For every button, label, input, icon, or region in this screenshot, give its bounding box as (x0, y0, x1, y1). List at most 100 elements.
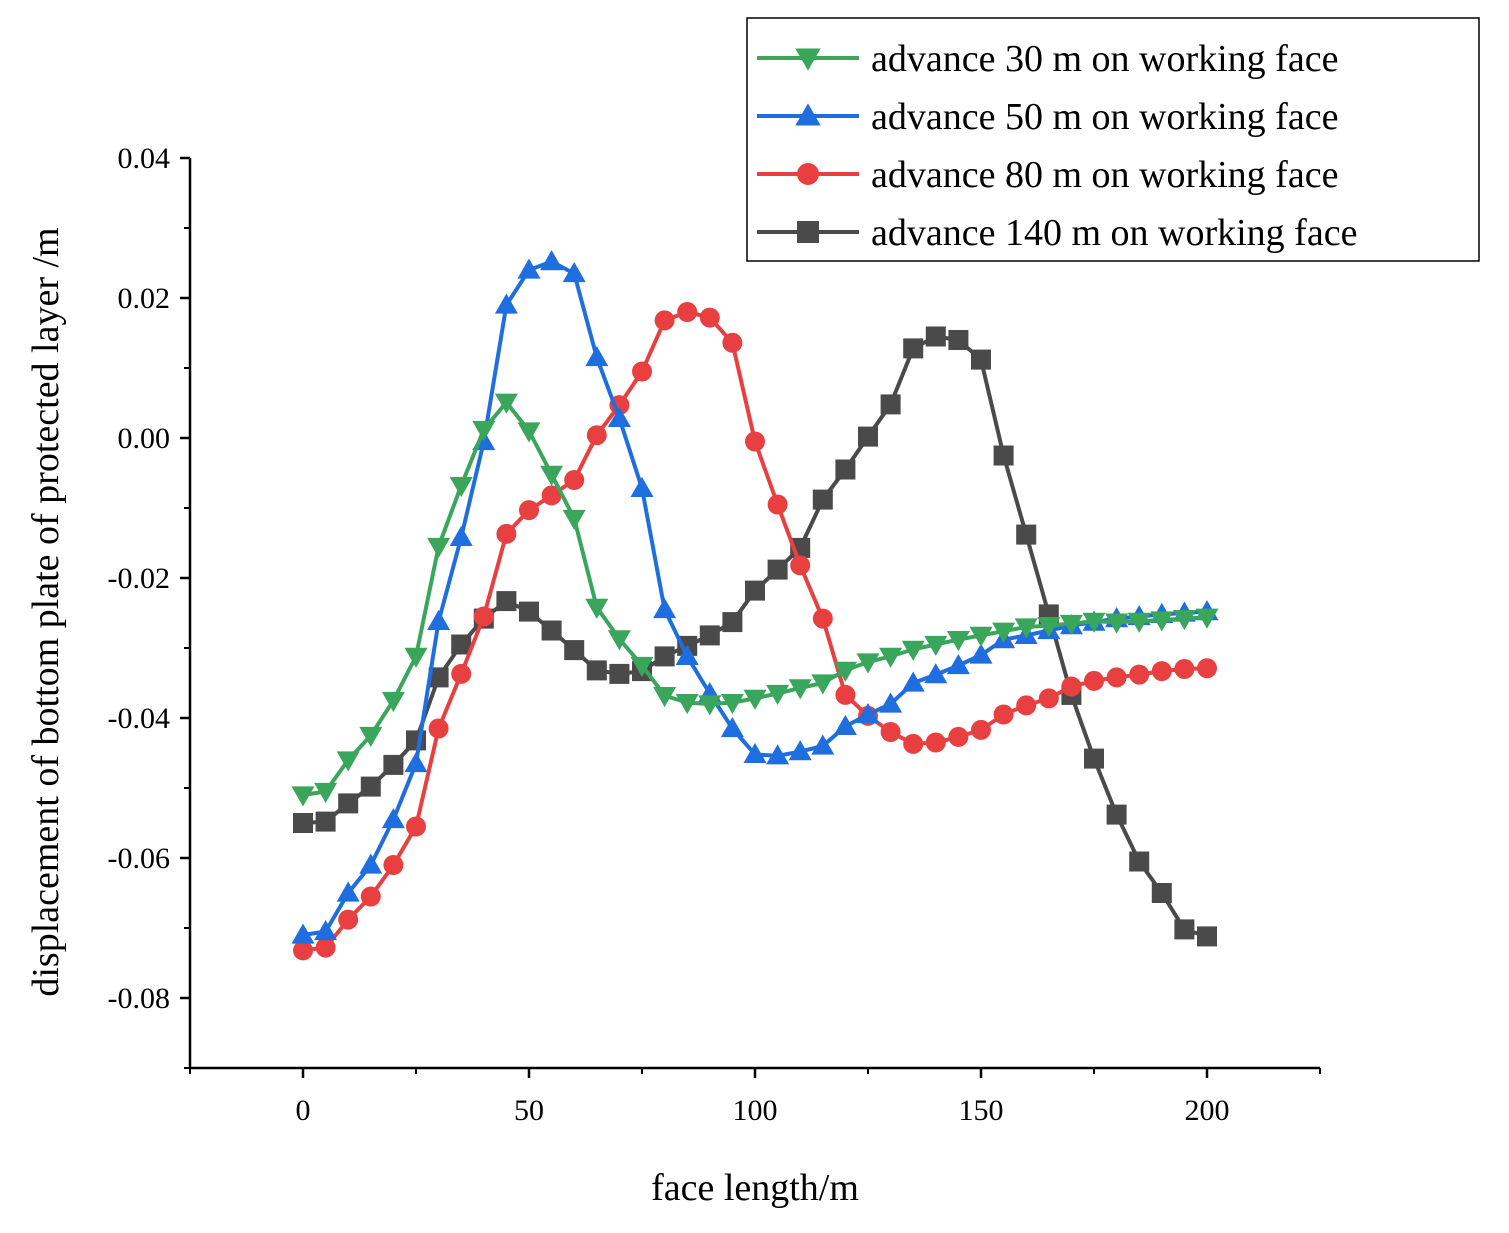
data-point (946, 630, 970, 652)
data-point (585, 598, 609, 619)
data-point (315, 937, 336, 958)
data-point (698, 695, 722, 716)
data-point (722, 612, 743, 633)
data-point (1106, 667, 1127, 688)
data-point (472, 420, 496, 442)
data-point (1129, 851, 1150, 872)
data-point (517, 258, 541, 279)
data-point (925, 732, 946, 753)
data-point (1197, 658, 1217, 679)
series-line (302, 334, 1208, 939)
data-point (427, 537, 451, 558)
data-point (428, 667, 449, 688)
data-point (517, 422, 541, 443)
y-axis-title: displacement of bottom plate of protecte… (25, 227, 67, 996)
data-point (383, 855, 404, 875)
data-point (406, 816, 426, 837)
data-point (449, 525, 473, 547)
y-tick-label: -0.06 (108, 842, 171, 875)
legend-marker (795, 103, 821, 126)
data-point (924, 635, 948, 656)
data-point (406, 730, 426, 751)
data-point (653, 598, 677, 619)
data-point (767, 494, 788, 515)
data-point (451, 663, 472, 684)
data-point (293, 940, 313, 961)
data-point (1129, 664, 1150, 685)
data-point (381, 808, 405, 829)
data-point (562, 509, 586, 530)
data-point (1061, 676, 1082, 697)
legend-item: advance 50 m on working face (757, 96, 1338, 138)
data-point (291, 923, 315, 944)
data-point (856, 703, 880, 724)
data-point (586, 660, 607, 681)
y-tick-label: 0.00 (118, 422, 171, 455)
data-point (564, 470, 585, 490)
data-point (427, 609, 451, 631)
data-point (1016, 695, 1037, 716)
data-point (404, 647, 428, 668)
data-point (790, 555, 811, 576)
data-point (494, 393, 518, 414)
data-point (858, 426, 878, 447)
data-point (811, 674, 835, 695)
data-point (360, 776, 381, 797)
data-point (677, 302, 698, 322)
data-point (451, 634, 472, 655)
x-tick-label: 150 (959, 1094, 1004, 1127)
data-point (767, 559, 788, 580)
data-point (903, 338, 924, 359)
data-point (766, 744, 790, 765)
data-point (745, 580, 765, 601)
data-point (607, 406, 631, 428)
data-point (722, 332, 743, 353)
data-point (607, 630, 631, 651)
data-point (338, 793, 359, 814)
data-point (833, 661, 857, 682)
series-1 (291, 393, 1219, 807)
chart-legend: advance 30 m on working face advance 50 m… (746, 17, 1480, 262)
data-point (788, 679, 812, 700)
data-point (745, 431, 765, 452)
data-point (903, 733, 924, 754)
data-point (314, 782, 338, 803)
data-point (1105, 613, 1129, 634)
data-point (519, 601, 539, 622)
data-point (630, 656, 654, 677)
data-point (585, 346, 609, 367)
data-point (833, 714, 857, 736)
y-tick-label: 0.04 (118, 142, 171, 175)
data-point (1038, 688, 1059, 709)
data-point (835, 459, 856, 480)
data-point (564, 640, 585, 661)
data-point (428, 718, 449, 739)
x-tick-label: 0 (296, 1094, 311, 1127)
data-point (315, 811, 336, 832)
data-point (1172, 609, 1196, 631)
data-point (992, 622, 1016, 643)
data-point (901, 671, 925, 692)
data-point (336, 751, 360, 772)
data-point (880, 394, 901, 415)
data-point (496, 591, 517, 612)
data-point (562, 262, 586, 283)
data-point (336, 881, 360, 902)
data-point (1016, 524, 1037, 545)
data-point (519, 500, 539, 521)
legend-label: advance 80 m on working face (871, 154, 1338, 196)
data-point (743, 742, 767, 764)
data-point (993, 445, 1014, 466)
x-tick-label: 50 (514, 1094, 544, 1127)
series-4 (293, 326, 1217, 947)
data-point (359, 853, 383, 874)
y-tick-label: -0.02 (108, 562, 171, 595)
data-point (1059, 614, 1083, 635)
data-point (993, 704, 1014, 725)
data-point (1037, 616, 1061, 638)
data-point (586, 425, 607, 446)
data-point (901, 640, 925, 661)
data-point (969, 643, 993, 664)
legend-marker (795, 48, 821, 71)
